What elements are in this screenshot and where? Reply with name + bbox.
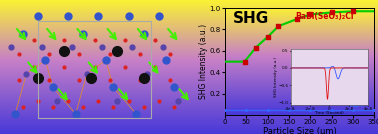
- X-axis label: Particle Size (μm): Particle Size (μm): [263, 127, 336, 134]
- Point: [242, 61, 248, 63]
- Point: [294, 18, 301, 20]
- Y-axis label: SHG Intensity (a.u.): SHG Intensity (a.u.): [199, 24, 208, 99]
- Text: KDP: KDP: [349, 100, 367, 109]
- Bar: [38, 21, 151, 118]
- Point: [350, 10, 356, 12]
- Point: [307, 13, 313, 16]
- Text: SHG: SHG: [232, 11, 269, 26]
- Point: [253, 47, 259, 49]
- Point: [275, 25, 281, 27]
- Text: BaBi(SeO₃)₂Cl: BaBi(SeO₃)₂Cl: [295, 12, 354, 21]
- Point: [265, 36, 271, 38]
- Point: [328, 11, 335, 13]
